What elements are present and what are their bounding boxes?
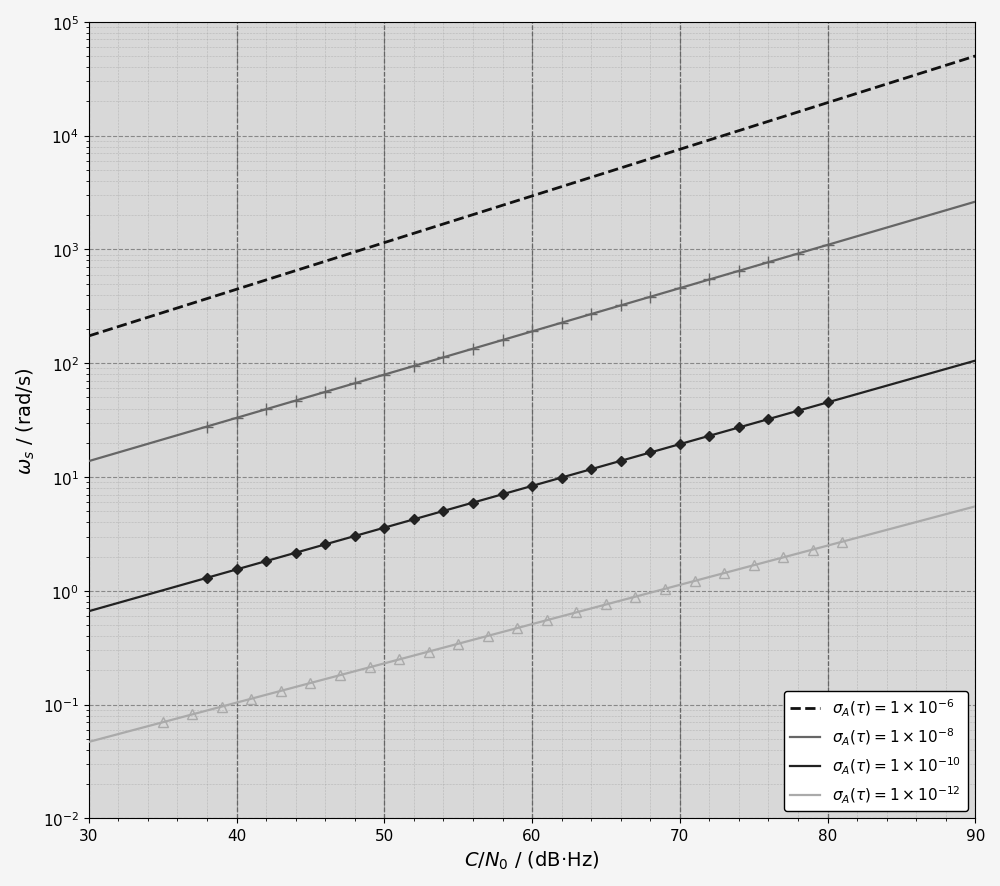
$\sigma_A(\tau) = 1\times10^{-12}$ <box>484 630 496 641</box>
$\sigma_A(\tau) = 1\times10^{-6}$ <box>83 331 95 342</box>
$\sigma_A(\tau) = 1\times10^{-6}$ <box>750 120 762 131</box>
$\sigma_A(\tau) = 1\times10^{-12}$ <box>311 676 323 687</box>
$\sigma_A(\tau) = 1\times10^{-12}$ <box>83 737 95 748</box>
$\sigma_A(\tau) = 1\times10^{-6}$ <box>240 282 252 292</box>
Line: $\sigma_A(\tau) = 1\times10^{-12}$: $\sigma_A(\tau) = 1\times10^{-12}$ <box>89 507 975 742</box>
$\sigma_A(\tau) = 1\times10^{-12}$ <box>750 560 762 571</box>
$\sigma_A(\tau) = 1\times10^{-10}$ <box>311 542 323 553</box>
$\sigma_A(\tau) = 1\times10^{-12}$ <box>605 598 617 609</box>
Y-axis label: $\omega_s$ / (rad/s): $\omega_s$ / (rad/s) <box>15 367 37 474</box>
$\sigma_A(\tau) = 1\times10^{-8}$ <box>311 390 323 400</box>
$\sigma_A(\tau) = 1\times10^{-12}$ <box>969 501 981 512</box>
$\sigma_A(\tau) = 1\times10^{-8}$ <box>750 261 762 272</box>
$\sigma_A(\tau) = 1\times10^{-12}$ <box>675 579 687 590</box>
$\sigma_A(\tau) = 1\times10^{-10}$ <box>605 459 617 470</box>
Line: $\sigma_A(\tau) = 1\times10^{-6}$: $\sigma_A(\tau) = 1\times10^{-6}$ <box>89 57 975 337</box>
$\sigma_A(\tau) = 1\times10^{-10}$ <box>969 356 981 367</box>
$\sigma_A(\tau) = 1\times10^{-8}$ <box>605 304 617 315</box>
$\sigma_A(\tau) = 1\times10^{-8}$ <box>83 456 95 467</box>
$\sigma_A(\tau) = 1\times10^{-8}$ <box>240 410 252 421</box>
$\sigma_A(\tau) = 1\times10^{-6}$ <box>605 167 617 177</box>
$\sigma_A(\tau) = 1\times10^{-10}$ <box>83 606 95 617</box>
Legend: $\sigma_A(\tau) = 1\times10^{-6}$, $\sigma_A(\tau) = 1\times10^{-8}$, $\sigma_A(: $\sigma_A(\tau) = 1\times10^{-6}$, $\sig… <box>784 691 968 811</box>
$\sigma_A(\tau) = 1\times10^{-10}$ <box>675 439 687 450</box>
$\sigma_A(\tau) = 1\times10^{-6}$ <box>969 51 981 62</box>
$\sigma_A(\tau) = 1\times10^{-10}$ <box>484 493 496 503</box>
$\sigma_A(\tau) = 1\times10^{-10}$ <box>750 417 762 428</box>
X-axis label: $C / N_0$ / (dB·Hz): $C / N_0$ / (dB·Hz) <box>464 849 600 871</box>
$\sigma_A(\tau) = 1\times10^{-8}$ <box>969 197 981 207</box>
Line: $\sigma_A(\tau) = 1\times10^{-10}$: $\sigma_A(\tau) = 1\times10^{-10}$ <box>89 361 975 611</box>
$\sigma_A(\tau) = 1\times10^{-12}$ <box>240 696 252 706</box>
Line: $\sigma_A(\tau) = 1\times10^{-8}$: $\sigma_A(\tau) = 1\times10^{-8}$ <box>89 202 975 462</box>
$\sigma_A(\tau) = 1\times10^{-6}$ <box>311 260 323 270</box>
$\sigma_A(\tau) = 1\times10^{-10}$ <box>240 562 252 572</box>
$\sigma_A(\tau) = 1\times10^{-6}$ <box>675 144 687 155</box>
$\sigma_A(\tau) = 1\times10^{-8}$ <box>484 339 496 350</box>
$\sigma_A(\tau) = 1\times10^{-6}$ <box>484 205 496 215</box>
$\sigma_A(\tau) = 1\times10^{-8}$ <box>675 284 687 294</box>
